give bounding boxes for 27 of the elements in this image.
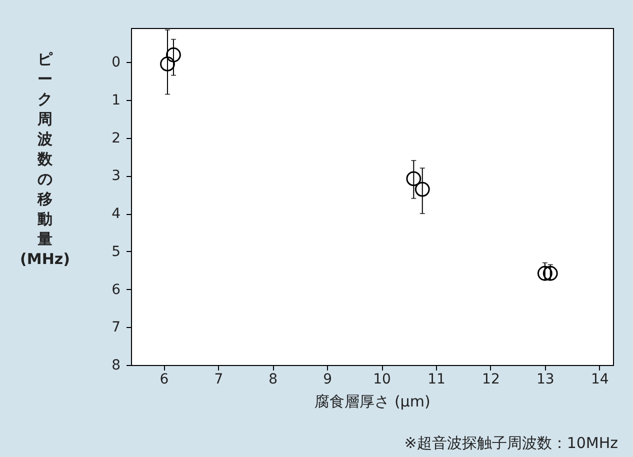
x-tick-label: 9: [323, 372, 332, 388]
x-tick-label: 7: [214, 372, 224, 388]
y-tick-label: 8: [112, 358, 120, 374]
x-tick-label: 12: [482, 372, 500, 388]
y-tick-label: 2: [112, 130, 120, 146]
point: [406, 171, 422, 186]
point: [537, 266, 552, 281]
text: ※超音波探触子周波数：10MHz: [404, 434, 618, 452]
y-tick-label: 4: [112, 206, 121, 222]
y-tick-label: 3: [112, 168, 120, 184]
text: ピーク周波数の移動量 (MHz): [20, 50, 70, 268]
x-axis-title: 腐食層厚さ (μm): [314, 392, 430, 410]
point: [542, 266, 558, 281]
x-tick-label: 6: [160, 372, 169, 388]
y-tick-label: 6: [112, 282, 121, 298]
point: [160, 56, 175, 72]
x-tick-label: 11: [428, 372, 446, 388]
x-tick-label: 14: [590, 372, 609, 388]
point: [414, 182, 430, 197]
point: [166, 47, 181, 62]
y-tick-label: 7: [112, 320, 120, 336]
y-tick-label: 5: [112, 244, 120, 260]
x-tick-label: 13: [536, 372, 554, 388]
y-tick-label: 0: [112, 54, 120, 71]
x-tick-label: 10: [373, 372, 391, 388]
y-tick-label: 1: [112, 92, 120, 108]
x-tick-label: 8: [268, 372, 278, 388]
